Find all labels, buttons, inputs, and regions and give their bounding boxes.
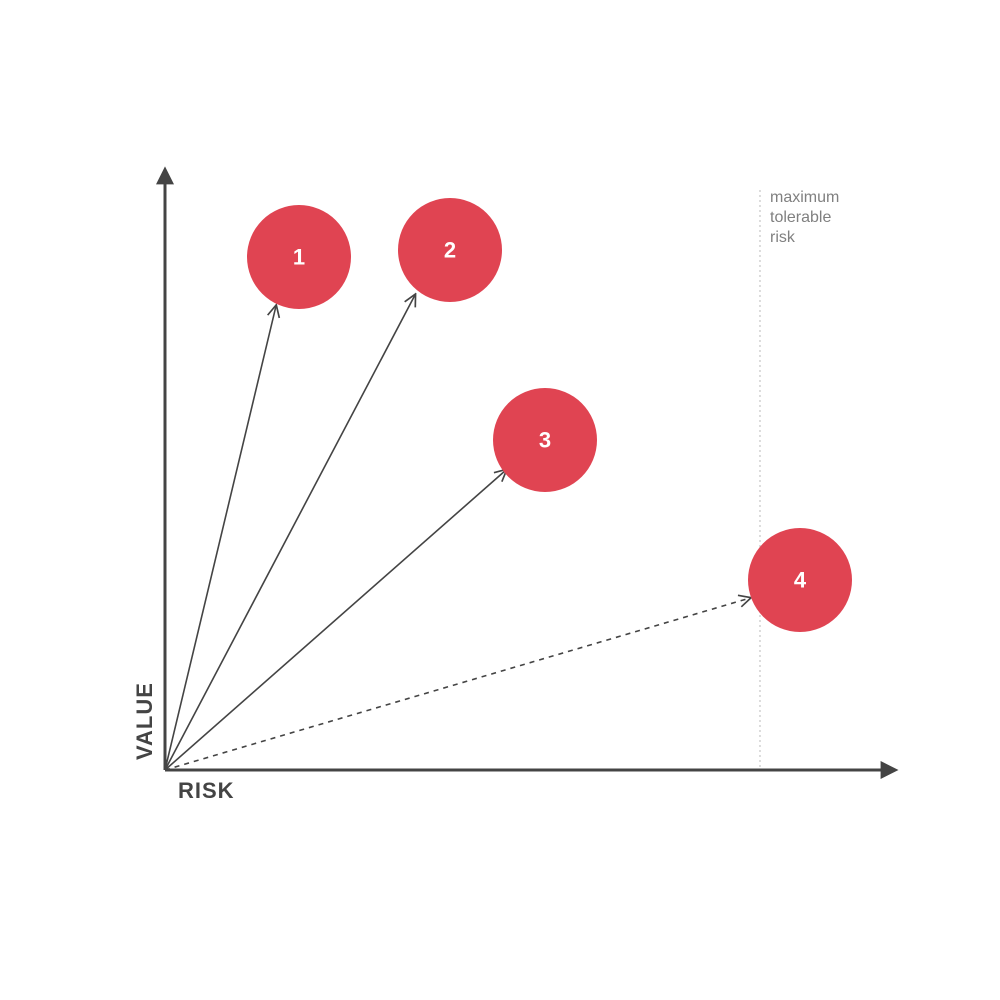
bubble-2-label: 2 — [444, 238, 456, 263]
bubble-2: 2 — [398, 198, 502, 302]
y-axis-label: VALUE — [132, 682, 157, 760]
threshold-label-line: risk — [770, 229, 796, 246]
bubble-3: 3 — [493, 388, 597, 492]
bubble-1: 1 — [247, 205, 351, 309]
threshold-label-line: maximum — [770, 189, 839, 206]
bubble-1-label: 1 — [293, 245, 305, 270]
threshold-label-line: tolerable — [770, 209, 831, 226]
bubble-4-label: 4 — [794, 568, 807, 593]
bubble-4: 4 — [748, 528, 852, 632]
risk-value-chart: maximum tolerable risk RISK VALUE 1 2 3 4 — [0, 0, 1000, 1000]
x-axis-label: RISK — [178, 778, 235, 803]
bubble-3-label: 3 — [539, 428, 551, 453]
